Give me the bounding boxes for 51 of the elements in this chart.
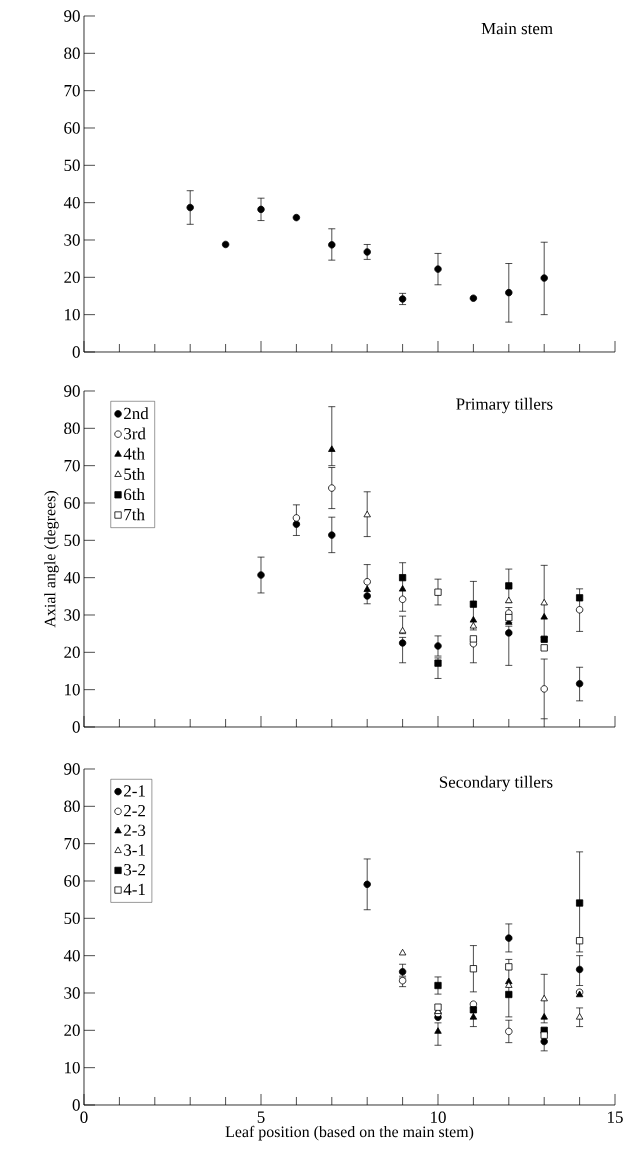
legend-label: 5th [124,467,145,480]
y-tick-label: 0 [72,721,80,733]
y-tick-label: 10 [65,308,80,321]
x-tick-label: 5 [257,1111,265,1123]
legend-label: 6th [124,488,145,501]
x-tick-label: 0 [80,1111,88,1123]
y-axis-title: Axial angle (degrees) [44,491,59,628]
y-tick-label: 60 [64,122,80,134]
y-tick-label: 40 [63,571,80,584]
y-tick-label: 50 [64,912,80,925]
y-tick-label: 20 [64,271,80,284]
y-tick-label: 20 [64,1024,80,1037]
legend-label: 2nd [124,407,149,420]
y-tick-label: 40 [63,949,80,962]
y-tick-label: 40 [63,196,80,209]
x-tick-label: 10 [431,1111,446,1123]
y-tick-label: 0 [72,1099,80,1111]
chart-title: Secondary tillers [439,775,553,792]
y-tick-label: 10 [65,1061,80,1074]
y-tick-label: 70 [64,84,80,97]
y-tick-label: 90 [64,763,80,775]
y-tick-label: 10 [65,683,80,696]
x-axis-title: Leaf position (based on the main stem) [225,1125,474,1141]
y-tick-label: 90 [64,10,80,22]
legend-label: 3rd [124,427,146,440]
y-tick-label: 70 [64,459,80,472]
y-tick-label: 0 [72,346,80,358]
legend-label: 7th [124,508,145,521]
y-tick-label: 70 [64,837,80,850]
legend-label: 2-2 [124,804,145,817]
y-tick-label: 90 [64,385,80,397]
y-tick-label: 80 [64,422,80,435]
legend-label: 2-3 [124,824,146,837]
legend-label: 4th [123,447,145,460]
y-tick-label: 80 [64,47,80,60]
y-tick-label: 30 [64,609,80,621]
chart-title: Main stem [481,22,553,35]
y-tick-label: 50 [64,159,80,172]
y-tick-label: 30 [64,987,80,999]
y-tick-label: 30 [64,234,80,246]
legend-label: 3-1 [124,844,145,856]
legend-label: 3-2 [124,864,145,876]
y-tick-label: 80 [64,800,80,813]
legend-label: 2-1 [124,785,145,797]
y-tick-label: 60 [64,875,80,887]
y-tick-label: 60 [64,497,80,509]
y-tick-label: 50 [64,534,80,547]
chart-title: Primary tillers [456,397,553,414]
x-tick-label: 15 [608,1111,623,1123]
y-tick-label: 20 [64,646,80,659]
legend-label: 4-1 [123,883,145,895]
